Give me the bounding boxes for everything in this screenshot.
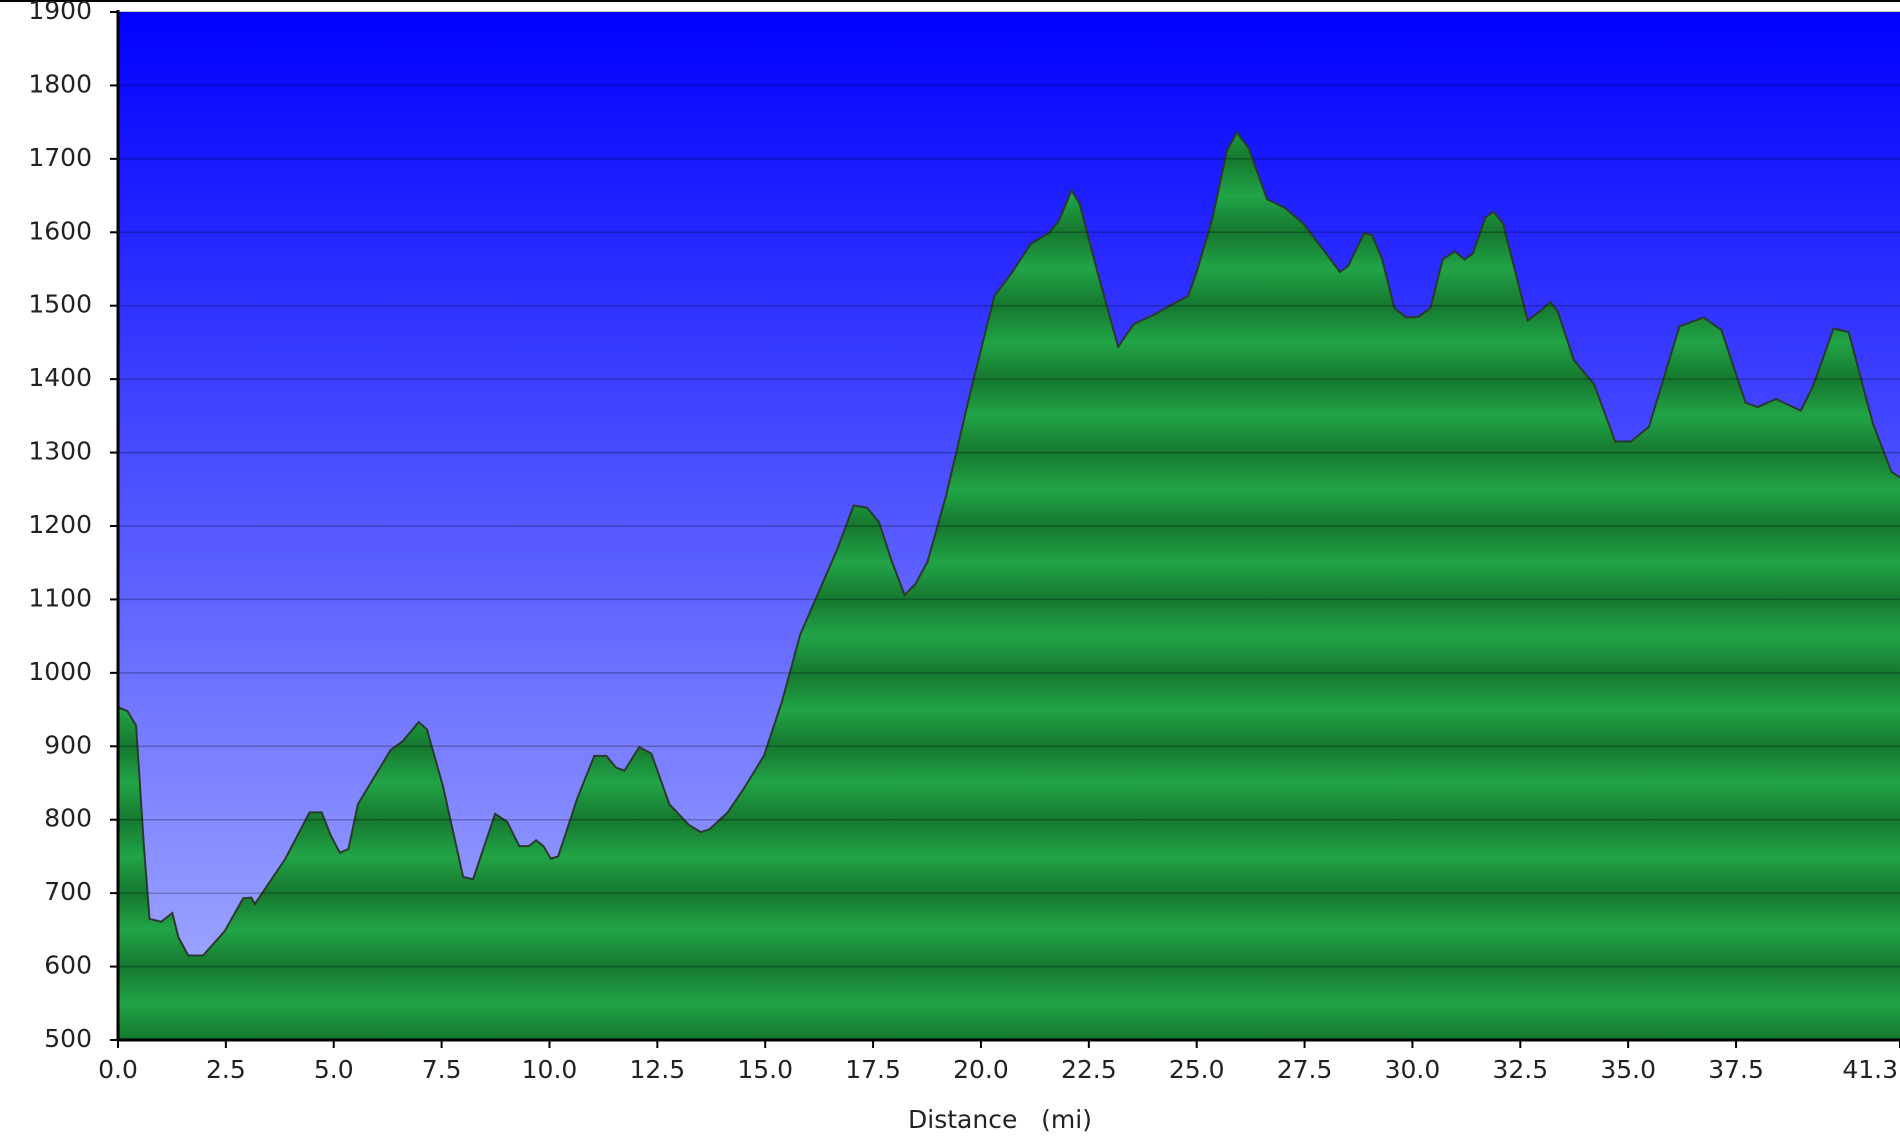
y-tick-label: 1000 [28, 657, 92, 686]
x-tick-label: 41.3 [1842, 1055, 1898, 1084]
x-tick-label: 12.5 [630, 1055, 686, 1084]
elevation-area [118, 132, 1900, 1041]
x-tick-label: 20.0 [953, 1055, 1009, 1084]
x-tick-label: 35.0 [1600, 1055, 1656, 1084]
y-tick-label: 1900 [28, 0, 92, 25]
y-tick-label: 1200 [28, 510, 92, 539]
y-tick-label: 900 [44, 730, 92, 759]
x-tick-label: 17.5 [845, 1055, 901, 1084]
x-tick-label: 25.0 [1169, 1055, 1225, 1084]
y-tick-label: 700 [44, 877, 92, 906]
x-tick-label: 27.5 [1277, 1055, 1333, 1084]
y-tick-label: 1400 [28, 363, 92, 392]
y-tick-label: 500 [44, 1024, 92, 1053]
top-border [0, 0, 1900, 2]
x-tick-label: 10.0 [522, 1055, 578, 1084]
x-tick-label: 32.5 [1492, 1055, 1548, 1084]
x-tick-label: 0.0 [98, 1055, 138, 1084]
elevation-line [117, 130, 1900, 957]
x-tick-label: 22.5 [1061, 1055, 1117, 1084]
x-tick-label: 7.5 [422, 1055, 462, 1084]
x-tick-label: 5.0 [314, 1055, 354, 1084]
x-tick-label: 30.0 [1385, 1055, 1441, 1084]
y-tick-label: 800 [44, 804, 92, 833]
x-tick-label: 37.5 [1708, 1055, 1764, 1084]
x-tick-label: 2.5 [206, 1055, 246, 1084]
y-tick-label: 600 [44, 951, 92, 980]
y-tick-label: 1800 [28, 69, 92, 98]
x-tick-label: 15.0 [737, 1055, 793, 1084]
y-tick-label: 1700 [28, 143, 92, 172]
y-tick-label: 1500 [28, 290, 92, 319]
x-axis-title: Distance (mi) [908, 1105, 1092, 1134]
y-tick-label: 1100 [28, 583, 92, 612]
y-tick-label: 1600 [28, 216, 92, 245]
y-tick-label: 1300 [28, 437, 92, 466]
